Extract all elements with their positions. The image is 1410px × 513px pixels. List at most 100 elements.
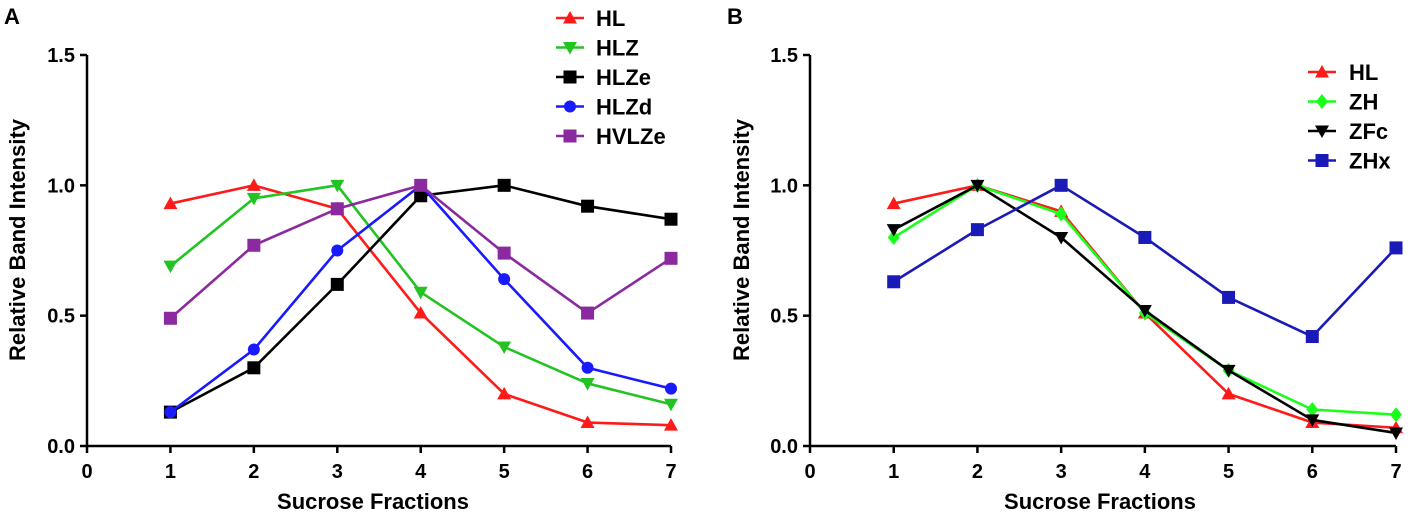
series-zh-line (893, 184, 1397, 417)
series-zhx-point (1222, 290, 1236, 304)
legend-item-hlzd: HLZd (556, 95, 652, 120)
series-zfc-point (1305, 414, 1320, 427)
panel-a-y-tick-label: 0.0 (47, 436, 75, 458)
series-hl-line (170, 184, 672, 427)
series-hlz-point (413, 286, 428, 300)
panel-b-x-tick-label: 5 (1223, 461, 1234, 483)
legend-item-zfc: ZFc (1308, 119, 1388, 144)
series-zhx-point (1305, 330, 1319, 344)
series-hlze-point (497, 178, 511, 192)
legend-hlze-marker (563, 70, 577, 84)
legend-hvlze-label: HVLZe (596, 124, 666, 149)
panel-a: A 0.0 0.5 1.0 1.5 0 1 2 3 4 5 6 7 HL HLZ HLZe HLZd HVLZe… (4, 4, 678, 513)
series-hl-point (497, 386, 512, 400)
series-hvlze-point (330, 202, 344, 216)
series-hvlze-point (163, 311, 177, 325)
legend-item-hlze: HLZe (556, 65, 651, 90)
legend-zh-marker (1316, 94, 1328, 109)
panel-b-x-tick-label: 4 (1139, 461, 1151, 483)
panel-a-y-tick-label: 1.5 (47, 45, 75, 67)
series-hlzd-point (331, 244, 344, 257)
panel-b-y-tick-label: 1.0 (770, 175, 798, 197)
series-hvlze-point (414, 178, 428, 192)
legend-zhx-label: ZHx (1349, 149, 1391, 174)
series-hlzd-point (665, 382, 677, 395)
series-zfc-point (970, 179, 985, 193)
series-hlz-point (246, 192, 261, 206)
panel-b-y-tick-label: 0.0 (770, 436, 798, 458)
legend-hlzd-marker (564, 100, 576, 113)
series-zh-point (887, 229, 900, 245)
panel-b-x-tick-label: 2 (972, 461, 983, 483)
panel-a-x-tick-label: 3 (332, 461, 343, 483)
legend-zfc-label: ZFc (1349, 119, 1388, 144)
panel-b-x-tick-label: 0 (804, 461, 815, 483)
series-hl-point (886, 196, 901, 210)
panel-a-series-hvlze (163, 178, 678, 325)
series-hvlze-point (497, 246, 511, 260)
panel-a-x-tick-label: 1 (165, 461, 176, 483)
series-hlz-point (580, 377, 595, 391)
legend-zh-label: ZH (1349, 90, 1378, 115)
legend-hlze-label: HLZe (596, 65, 651, 90)
series-hl-point (413, 306, 428, 319)
legend-hlz-label: HLZ (596, 36, 639, 61)
series-zfc-point (1221, 364, 1236, 378)
series-hlz-point (163, 260, 178, 274)
panel-a-series-hlz (163, 179, 678, 412)
panel-a-x-tick-label: 7 (665, 461, 676, 483)
series-zh-point (1306, 402, 1319, 418)
legend-hl-label: HL (1349, 60, 1378, 85)
series-hvlze-point (581, 306, 595, 320)
legend-zfc-marker (1315, 125, 1329, 138)
panel-a-y-tick-label: 1.0 (47, 175, 75, 197)
series-zhx-point (1138, 230, 1152, 244)
panel-b-legend: HL ZH ZFc ZHx (1308, 60, 1391, 174)
series-hl-point (580, 415, 595, 429)
series-zhx-point (1054, 178, 1068, 192)
series-hl-point (246, 178, 261, 191)
panel-a-y-axis-title: Relative Band Intensity (5, 118, 30, 361)
series-hlzd-point (498, 273, 511, 286)
series-zh-point (1055, 206, 1068, 222)
legend-item-hl: HL (556, 6, 625, 31)
series-hl-point (664, 418, 678, 431)
series-zhx-point (1389, 241, 1403, 255)
series-hlzd-point (581, 361, 594, 374)
legend-item-hvlze: HVLZe (556, 124, 666, 149)
panel-b-series-zh (887, 177, 1402, 423)
series-zfc-point (1054, 231, 1069, 245)
series-hlze-point (414, 189, 428, 203)
panel-a-plot: 0.0 0.5 1.0 1.5 0 1 2 3 4 5 6 7 HL HLZ HLZe HLZd HVLZe (47, 6, 678, 483)
series-zfc-point (1137, 304, 1152, 318)
panel-b-series-zhx (887, 178, 1403, 344)
panel-b-y-axis-title: Relative Band Intensity (729, 118, 754, 361)
panel-a-y-tick-label: 0.5 (47, 306, 75, 328)
panel-b-x-tick-label: 7 (1390, 461, 1401, 483)
legend-zhx-marker (1315, 154, 1329, 167)
panel-b-plot: 0.0 0.5 1.0 1.5 0 1 2 3 4 5 6 7 HL ZH ZFc ZHx (770, 45, 1403, 483)
series-hlzd-point (247, 343, 260, 356)
series-zhx-point (970, 223, 984, 237)
panel-b-x-tick-label: 3 (1056, 461, 1067, 483)
series-hlz-point (330, 179, 345, 193)
series-hl-point (163, 196, 178, 210)
series-zh-point (1390, 407, 1402, 423)
panel-b-x-axis-title: Sucrose Fractions (1004, 489, 1196, 513)
series-hvlze-point (664, 251, 678, 265)
series-hlze-point (581, 199, 595, 213)
series-hlze-point (330, 277, 344, 291)
panel-b: B 0.0 0.5 1.0 1.5 0 1 2 3 4 5 6 7 HL ZH ZFc ZHx Sucrose… (727, 4, 1403, 513)
panel-a-x-tick-label: 5 (499, 461, 510, 483)
panel-a-x-tick-label: 6 (582, 461, 593, 483)
panel-b-y-tick-label: 1.5 (770, 45, 798, 67)
legend-hlz-marker (563, 42, 577, 55)
panel-a-x-tick-label: 2 (248, 461, 259, 483)
panel-a-x-axis-title: Sucrose Fractions (277, 489, 469, 513)
legend-hvlze-marker (563, 129, 577, 143)
series-zfc-point (1389, 427, 1403, 440)
series-zfc-point (886, 224, 901, 237)
panel-a-legend: HL HLZ HLZe HLZd HVLZe (556, 6, 666, 149)
series-zhx-point (887, 275, 901, 289)
